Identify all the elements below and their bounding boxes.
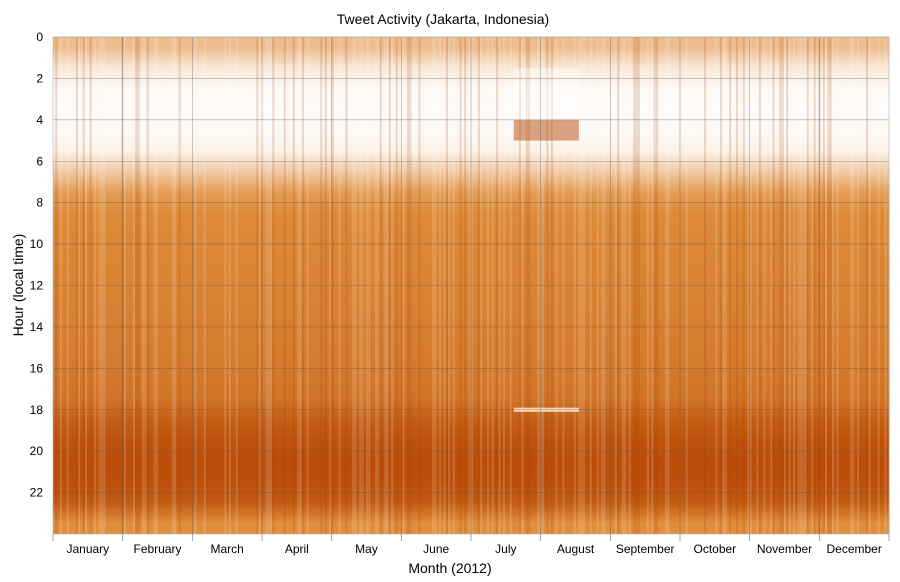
x-tick-label: July [495,542,516,556]
y-tick-label: 18 [30,403,44,417]
y-tick-label: 6 [36,154,43,168]
y-axis: 0 2 4 6 8 10 12 14 16 18 20 22 [30,30,44,500]
x-tick-label: August [557,542,595,556]
y-tick-label: 16 [30,361,44,375]
x-tick-label: May [355,542,378,556]
ramadan-early-band [513,68,579,120]
y-tick-label: 2 [36,71,43,85]
x-tick-label: November [757,542,812,556]
x-tick-label: June [423,542,449,556]
x-tick-label: September [616,542,675,556]
x-tick-label: March [210,542,243,556]
y-tick-label: 12 [30,279,44,293]
chart-title: Tweet Activity (Jakarta, Indonesia) [337,11,549,27]
y-tick-label: 20 [30,444,44,458]
y-tick-label: 0 [36,30,43,44]
ramadan-predawn-band [513,119,579,141]
x-tick-label: December [826,542,881,556]
x-tick-label: January [66,542,109,556]
y-tick-label: 14 [30,320,44,334]
y-axis-title: Hour (local time) [10,234,26,337]
x-axis-title: Month (2012) [408,560,491,576]
x-tick-label: April [285,542,309,556]
y-tick-label: 4 [36,113,43,127]
x-axis: January February March April May June July Augu… [52,534,890,556]
y-tick-label: 10 [30,237,44,251]
x-tick-label: February [133,542,181,556]
x-tick-label: October [693,542,736,556]
y-tick-label: 8 [36,196,43,210]
y-tick-label: 22 [30,486,44,500]
